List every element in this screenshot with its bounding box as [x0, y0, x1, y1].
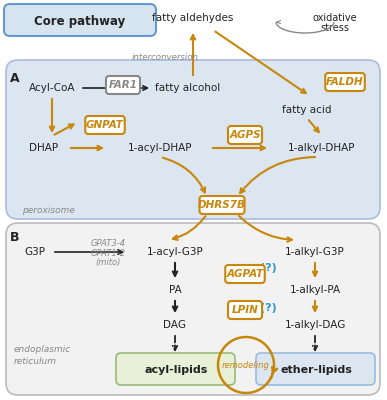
Text: DHRS7B: DHRS7B: [198, 200, 246, 210]
Text: remodeling: remodeling: [222, 360, 270, 370]
Text: (?): (?): [260, 303, 276, 313]
Text: G3P: G3P: [24, 247, 46, 257]
Text: peroxisome: peroxisome: [22, 206, 75, 215]
Text: (mito): (mito): [95, 258, 121, 268]
FancyBboxPatch shape: [6, 223, 380, 395]
Text: fatty aldehydes: fatty aldehydes: [152, 13, 234, 23]
FancyBboxPatch shape: [325, 73, 365, 91]
FancyBboxPatch shape: [4, 4, 156, 36]
Text: ether-lipids: ether-lipids: [280, 365, 352, 375]
Text: LPIN: LPIN: [232, 305, 259, 315]
Text: GPAT1-2: GPAT1-2: [91, 248, 125, 258]
FancyBboxPatch shape: [228, 301, 262, 319]
Text: 1-alkyl-PA: 1-alkyl-PA: [289, 285, 341, 295]
Text: B: B: [10, 231, 19, 244]
Text: 1-alkyl-DAG: 1-alkyl-DAG: [284, 320, 346, 330]
FancyBboxPatch shape: [228, 126, 262, 144]
Text: stress: stress: [320, 23, 349, 33]
FancyBboxPatch shape: [256, 353, 375, 385]
Text: DAG: DAG: [163, 320, 187, 330]
FancyBboxPatch shape: [225, 265, 265, 283]
Text: 1-alkyl-G3P: 1-alkyl-G3P: [285, 247, 345, 257]
Text: oxidative: oxidative: [313, 13, 357, 23]
Text: endoplasmic
reticulum: endoplasmic reticulum: [14, 345, 71, 366]
Text: 1-acyl-DHAP: 1-acyl-DHAP: [128, 143, 192, 153]
Text: interconversion: interconversion: [132, 52, 199, 62]
Text: AGPAT: AGPAT: [226, 269, 264, 279]
FancyBboxPatch shape: [200, 196, 245, 214]
FancyBboxPatch shape: [6, 60, 380, 219]
Text: AGPS: AGPS: [229, 130, 261, 140]
FancyBboxPatch shape: [106, 76, 140, 94]
Text: (?): (?): [260, 263, 276, 273]
Text: PA: PA: [169, 285, 182, 295]
Text: GNPAT: GNPAT: [86, 120, 124, 130]
Text: Core pathway: Core pathway: [34, 14, 126, 28]
Text: fatty alcohol: fatty alcohol: [155, 83, 221, 93]
FancyBboxPatch shape: [116, 353, 235, 385]
Text: 1-acyl-G3P: 1-acyl-G3P: [147, 247, 204, 257]
Text: A: A: [10, 72, 20, 85]
Text: FAR1: FAR1: [108, 80, 137, 90]
FancyBboxPatch shape: [85, 116, 125, 134]
Text: acyl-lipids: acyl-lipids: [144, 365, 208, 375]
Text: 1-alkyl-DHAP: 1-alkyl-DHAP: [288, 143, 356, 153]
Text: DHAP: DHAP: [29, 143, 58, 153]
Text: GPAT3-4: GPAT3-4: [91, 238, 125, 248]
Text: Acyl-CoA: Acyl-CoA: [29, 83, 75, 93]
Text: FALDH: FALDH: [326, 77, 364, 87]
Text: fatty acid: fatty acid: [282, 105, 332, 115]
